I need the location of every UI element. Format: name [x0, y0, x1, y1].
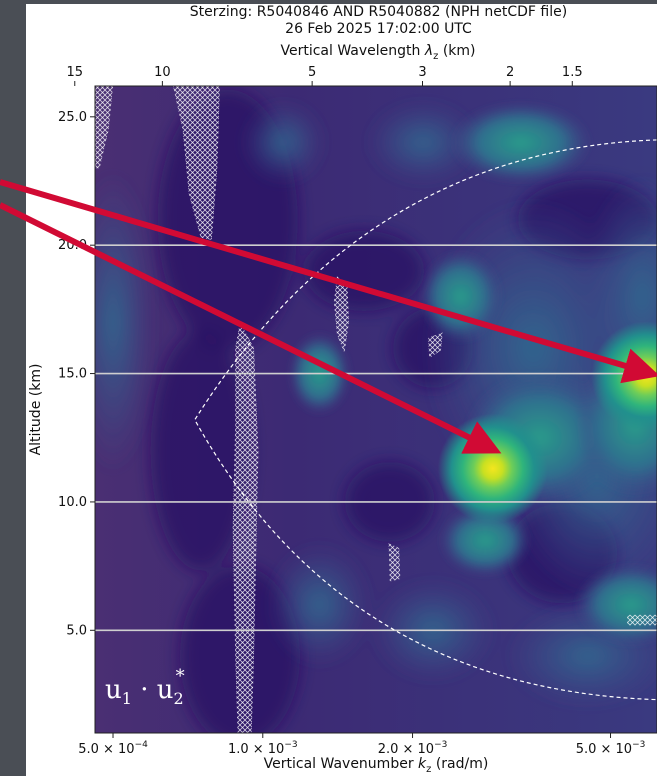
x-tick-label: 2.0 × 10−3 — [378, 740, 448, 757]
chart-subtitle: 26 Feb 2025 17:02:00 UTC — [285, 21, 472, 37]
y-axis: 5.010.015.020.025.0 — [58, 110, 95, 638]
altitude-reference-lines — [95, 244, 657, 632]
top-tick-label: 10 — [154, 65, 171, 80]
hatch-region — [173, 86, 220, 240]
teal-region — [420, 251, 501, 342]
plot-frame — [94, 85, 657, 734]
annotation-arrow — [0, 202, 502, 454]
hatch-region — [95, 86, 113, 169]
top-tick-label: 3 — [418, 65, 426, 80]
heatmap-plot-area — [94, 85, 657, 734]
y-tick-label: 25.0 — [58, 110, 87, 125]
y-tick-label: 15.0 — [58, 367, 87, 382]
y-tick-label: 10.0 — [58, 495, 87, 510]
dark-region — [150, 330, 251, 571]
top-tick-label: 1.5 — [562, 65, 583, 80]
x-axis-top: 15 10 5 3 2 1.5 — [66, 65, 583, 86]
left-dark-strip — [0, 0, 26, 776]
hatch-region — [388, 543, 401, 582]
blue-region — [243, 102, 324, 183]
annotation-arrow — [0, 179, 657, 384]
annotation-arrows — [0, 179, 657, 454]
y-axis-label: Altitude (km) — [28, 364, 44, 456]
x-axis-label: Vertical Wavenumber kz (rad/m) — [264, 756, 489, 775]
chart-title: Sterzing: R5040846 AND R5040882 (NPH net… — [189, 4, 568, 20]
top-axis-label: Vertical Wavelength λz (km) — [280, 43, 475, 62]
top-tick-label: 5 — [308, 65, 316, 80]
teal-region — [440, 505, 531, 576]
blue-region — [368, 102, 479, 183]
product-label: u1 · u2* — [105, 666, 185, 708]
x-axis-bottom: 5.0 × 10−4 1.0 × 10−3 2.0 × 10−3 5.0 × 10−3 — [78, 733, 645, 757]
top-dark-strip — [26, 0, 657, 4]
x-tick-label: 5.0 × 10−3 — [576, 740, 646, 757]
hatch-region — [627, 614, 657, 626]
hatch-region — [428, 332, 443, 359]
blue-region — [95, 172, 154, 473]
x-tick-label: 1.0 × 10−3 — [228, 740, 298, 757]
dark-region — [304, 230, 425, 311]
heatmap-field — [95, 89, 657, 733]
teal-region — [450, 102, 591, 183]
x-tick-label: 5.0 × 10−4 — [78, 740, 148, 757]
cone-of-influence — [194, 139, 657, 701]
top-tick-label: 2 — [506, 65, 514, 80]
hatch-region — [333, 276, 349, 353]
top-tick-label: 15 — [66, 65, 83, 80]
y-tick-label: 5.0 — [66, 623, 87, 638]
blue-region — [269, 544, 370, 665]
